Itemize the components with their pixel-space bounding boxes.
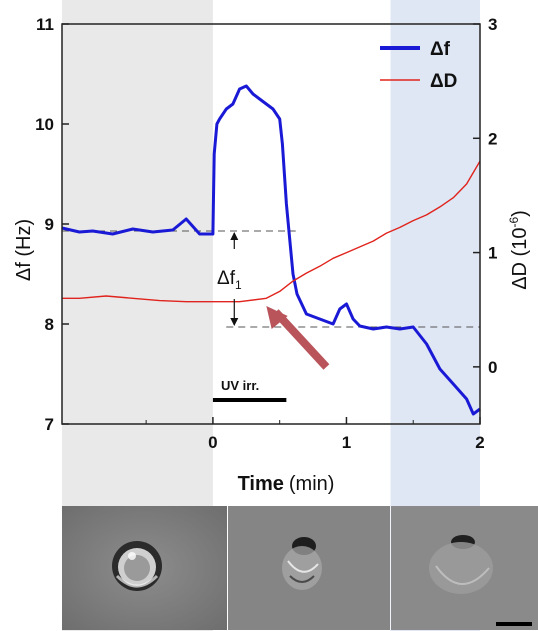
delta-f1-label: Δf1	[217, 268, 242, 292]
delta-arrow-lower-head	[230, 318, 239, 326]
axes: 0 1 2 7 8 9 10 11 0 1 2 3	[35, 15, 497, 452]
y-left-tick-label: 8	[45, 315, 54, 334]
series-line-dD	[62, 160, 481, 303]
y-right-tick-label: 3	[488, 15, 497, 34]
y-left-tick-label: 9	[45, 215, 54, 234]
uv-irradiation-label: UV irr.	[221, 378, 259, 393]
delta-f1-sub: 1	[235, 278, 242, 292]
delta-arrow-upper-head	[230, 232, 239, 240]
micrograph-after	[391, 506, 538, 630]
delta-f1-main: Δf	[217, 268, 236, 289]
y-right-tick-label: 0	[488, 358, 497, 377]
y-left-tick-label: 11	[36, 15, 54, 34]
y-right-tick-label: 2	[488, 129, 497, 148]
x-tick-label: 1	[342, 433, 351, 452]
y-axis-label-left: Δf (Hz)	[13, 219, 35, 281]
micrograph-during	[228, 506, 393, 630]
annotations	[212, 232, 330, 402]
micrograph-before	[62, 506, 227, 630]
y-left-tick-label: 10	[35, 115, 54, 134]
x-axis-label-bold: Time	[238, 473, 284, 495]
legend: Δf ΔD	[380, 39, 457, 92]
uv-irradiation-bar	[212, 398, 287, 402]
x-axis-label: Time (min)	[238, 473, 335, 495]
y-left-tick-label: 7	[45, 415, 54, 434]
y-axis-label-right-main: ΔD (10	[509, 228, 531, 290]
legend-label-df: Δf	[430, 39, 451, 60]
y-axis-label-right: ΔD (10-6)	[507, 210, 531, 290]
x-tick-label: 2	[475, 433, 484, 452]
x-axis-label-unit: (min)	[289, 473, 335, 495]
onset-arrow-shaft	[272, 309, 330, 370]
series-line-df	[61, 84, 481, 416]
y-right-tick-label: 1	[488, 244, 497, 263]
y-axis-label-right-exp: -6	[507, 217, 521, 228]
scale-bar	[496, 622, 532, 626]
legend-label-dD: ΔD	[430, 71, 457, 92]
onset-arrow-head	[266, 306, 288, 329]
y-axis-label-right-close: )	[509, 210, 531, 217]
series-lines	[61, 84, 481, 416]
x-tick-label: 0	[208, 433, 217, 452]
